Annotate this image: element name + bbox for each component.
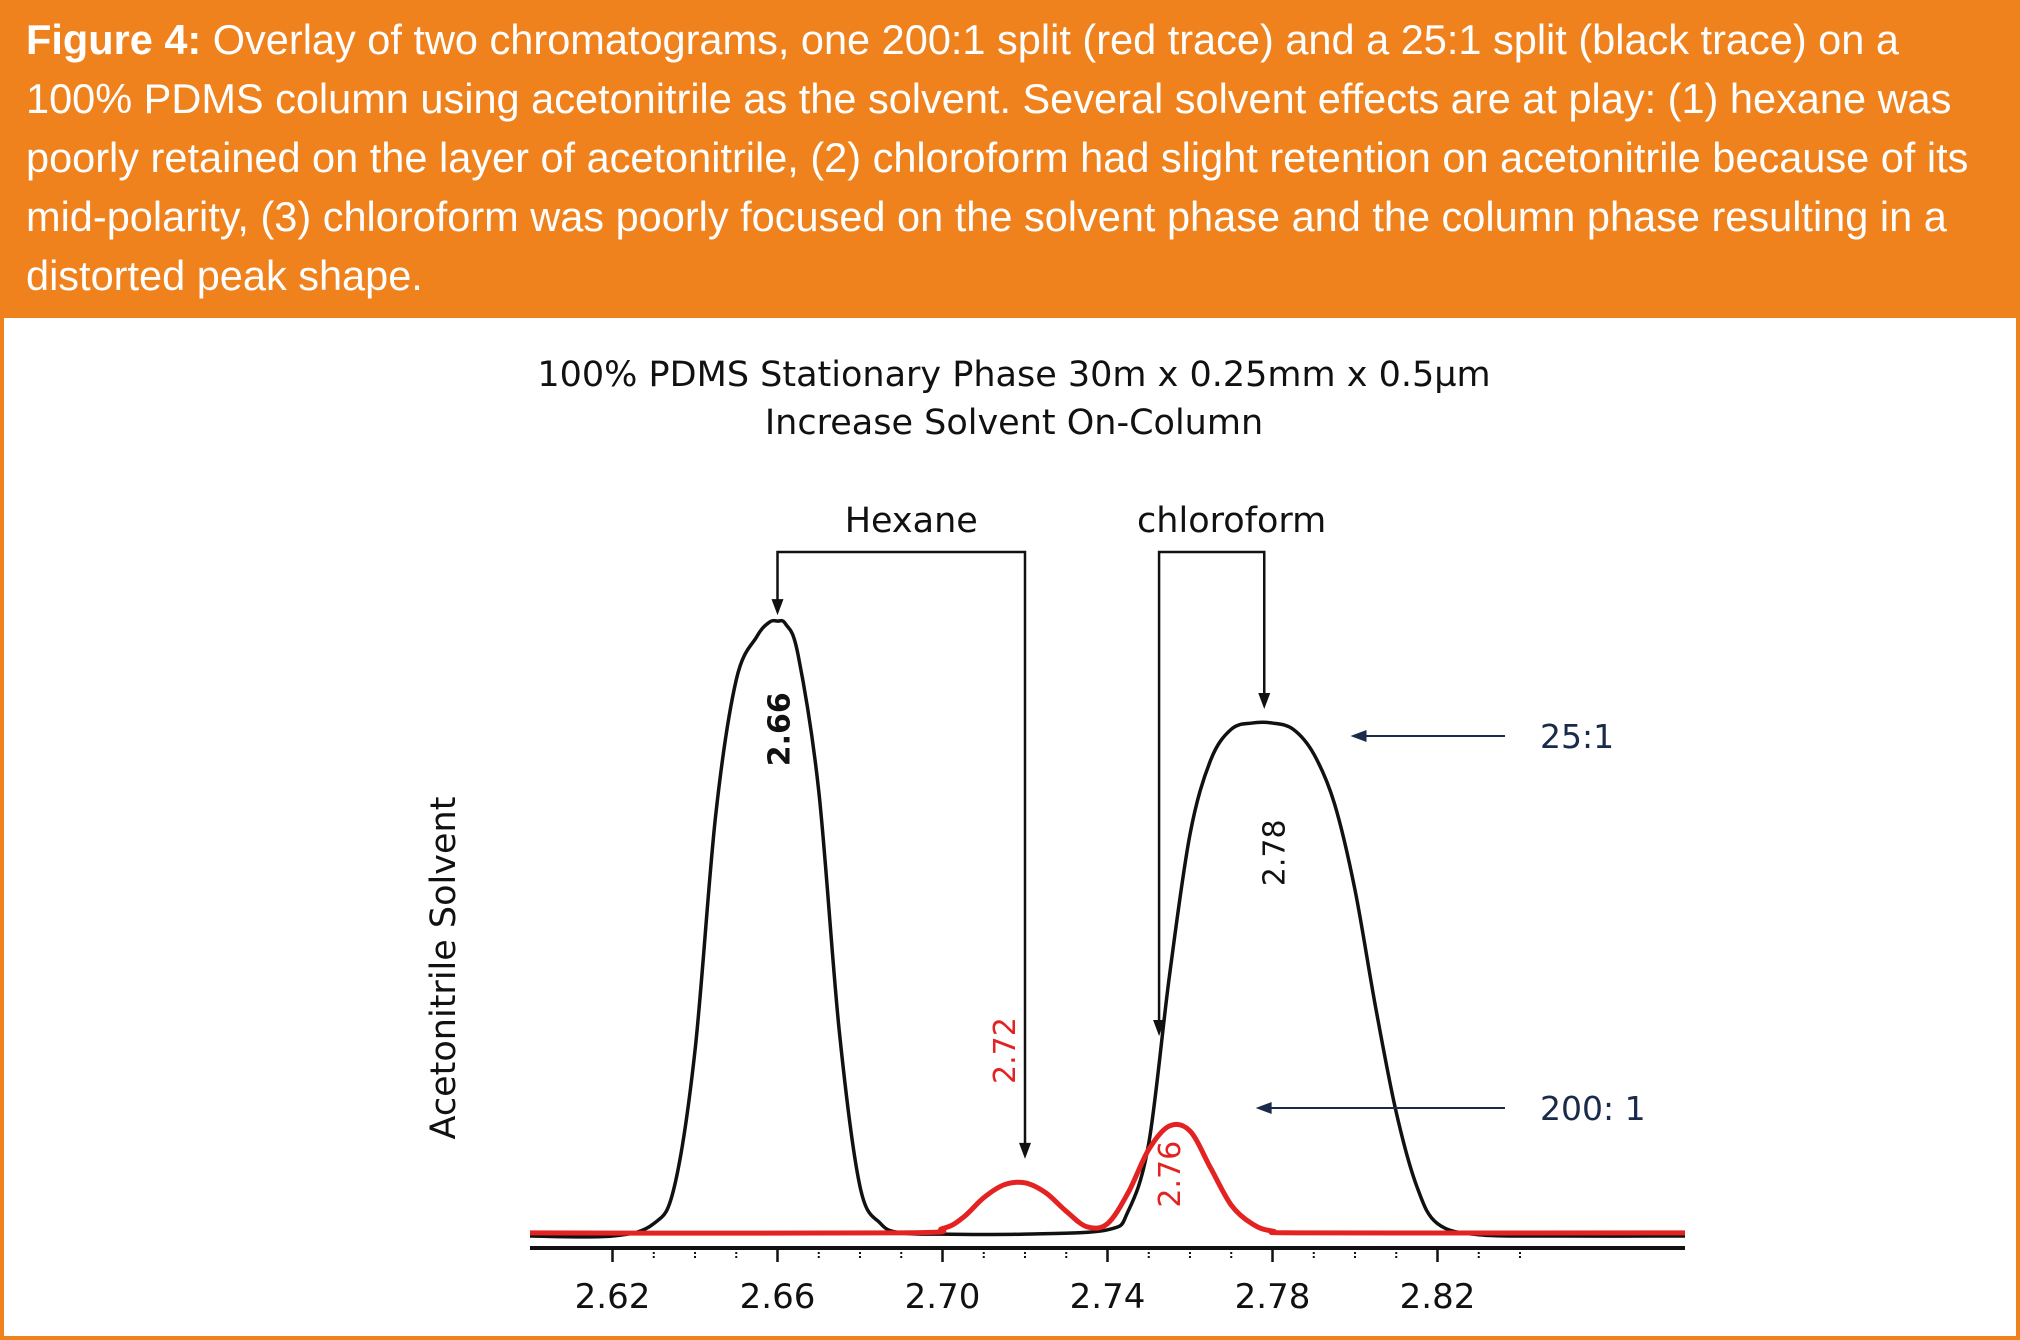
x-tick-label: 2.70 xyxy=(905,1277,981,1317)
hexane-label: Hexane xyxy=(845,501,978,541)
chloroform-label: chloroform xyxy=(1137,501,1326,541)
chloroform-bracket xyxy=(1157,550,1266,1033)
traces xyxy=(529,618,1686,1239)
peak-label: 2.76 xyxy=(1153,1141,1188,1208)
peak-label: 2.66 xyxy=(763,692,798,766)
x-axis: 2.62 2.66 2.70 2.74 2.78 2.82 xyxy=(530,1246,1685,1317)
figure-label: Figure 4: xyxy=(26,16,202,63)
chart-area: 100% PDMS Stationary Phase 30m x 0.25mm … xyxy=(0,318,2020,1340)
trace-200-1 xyxy=(529,1121,1686,1236)
hexane-arrowhead xyxy=(1019,1142,1031,1159)
peak-label: 2.78 xyxy=(1258,819,1293,886)
x-tick-label: 2.78 xyxy=(1235,1277,1311,1317)
trace-25-1 xyxy=(529,618,1686,1239)
x-tick-label: 2.62 xyxy=(575,1277,651,1317)
hexane-bracket xyxy=(776,550,1027,1155)
x-tick-label: 2.82 xyxy=(1400,1277,1476,1317)
chromatogram-chart: 100% PDMS Stationary Phase 30m x 0.25mm … xyxy=(424,355,1686,1317)
peak-label: 2.72 xyxy=(988,1017,1023,1084)
caption-text: Overlay of two chromatograms, one 200:1 … xyxy=(26,16,1969,299)
y-axis-label: Acetonitrile Solvent xyxy=(424,797,464,1140)
chloroform-arrowhead xyxy=(1258,693,1271,710)
chart-title: 100% PDMS Stationary Phase 30m x 0.25mm … xyxy=(537,355,1490,395)
chart-subtitle: Increase Solvent On-Column xyxy=(765,403,1263,443)
annotations: Hexane chloroform 25:1 200: 1 xyxy=(771,501,1646,1159)
figure-caption: Figure 4: Overlay of two chromatograms, … xyxy=(0,0,2020,318)
series-name-label: 200: 1 xyxy=(1540,1089,1646,1128)
series-name-label: 25:1 xyxy=(1540,717,1614,756)
peak-labels: 2.66 2.78 2.72 2.76 xyxy=(763,692,1293,1207)
hexane-arrowhead xyxy=(771,599,784,616)
x-tick-label: 2.66 xyxy=(740,1277,816,1317)
series-pointer-arrowhead xyxy=(1350,730,1367,742)
series-pointer-arrowhead xyxy=(1255,1102,1272,1114)
x-tick-label: 2.74 xyxy=(1070,1277,1146,1317)
chloroform-arrowhead xyxy=(1153,1020,1166,1037)
